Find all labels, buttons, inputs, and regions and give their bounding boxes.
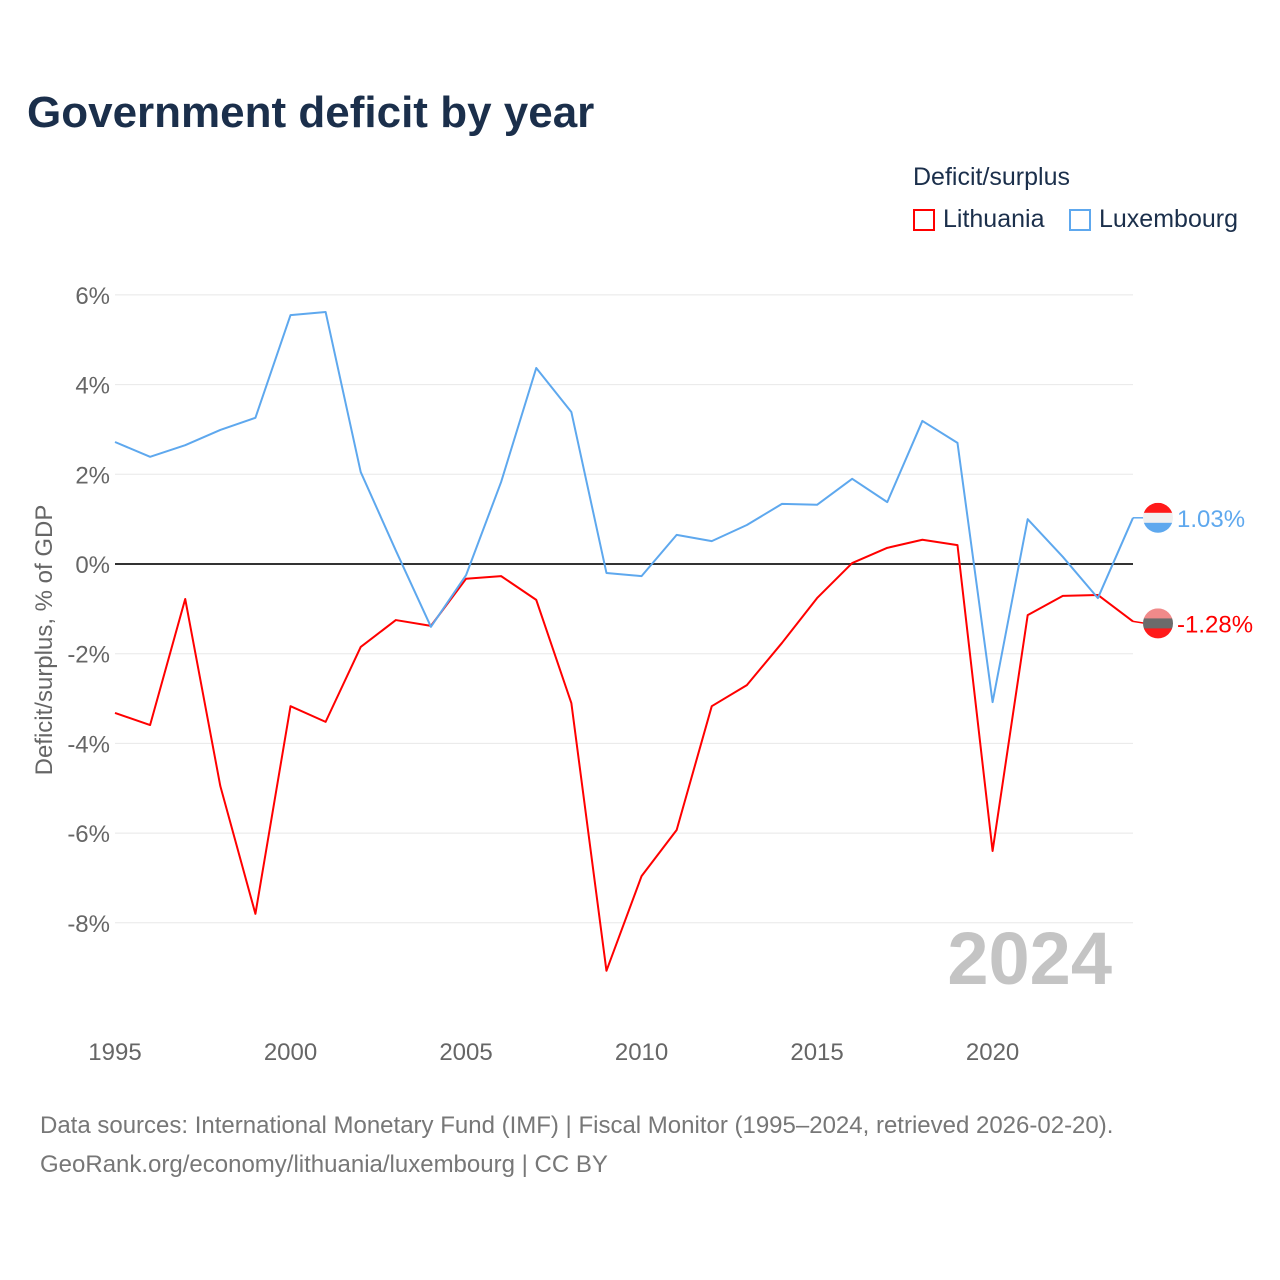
y-tick-label: -2% <box>67 642 110 669</box>
x-tick-label: 2010 <box>615 1039 668 1066</box>
legend-swatch-luxembourg <box>1069 208 1091 231</box>
legend-item-luxembourg[interactable]: Luxembourg <box>1069 205 1238 234</box>
source-line-1: Data sources: International Monetary Fun… <box>40 1112 1114 1139</box>
y-tick-label: 0% <box>75 552 110 579</box>
y-tick-label: 2% <box>75 462 110 489</box>
legend-label: Luxembourg <box>1099 205 1238 233</box>
legend-swatch-lithuania <box>913 208 935 231</box>
x-tick-label: 2000 <box>264 1039 317 1066</box>
flag-stripe <box>1143 522 1173 533</box>
year-watermark: 2024 <box>947 917 1112 1000</box>
y-tick-label: -8% <box>67 911 110 938</box>
end-value-label: -1.28% <box>1177 611 1253 638</box>
x-tick-label: 2005 <box>439 1039 492 1066</box>
series-line-luxembourg <box>114 310 1134 704</box>
flag-icon-lithuania <box>1143 608 1173 639</box>
x-tick-label: 2020 <box>966 1039 1019 1066</box>
y-axis-label: Deficit/surplus, % of GDP <box>31 505 58 776</box>
chart-title: Government deficit by year <box>27 88 595 137</box>
legend-label: Lithuania <box>943 205 1045 233</box>
flag-stripe <box>1143 628 1173 639</box>
source-line-2[interactable]: GeoRank.org/economy/lithuania/luxembourg… <box>40 1151 608 1178</box>
flag-stripe <box>1143 608 1173 619</box>
y-tick-label: 6% <box>75 283 110 310</box>
y-tick-label: -6% <box>67 821 110 848</box>
x-tick-label: 1995 <box>88 1039 141 1066</box>
y-tick-label: 4% <box>75 373 110 400</box>
end-value-label: 1.03% <box>1177 506 1245 533</box>
flag-stripe <box>1143 512 1173 524</box>
legend-item-lithuania[interactable]: Lithuania <box>913 205 1044 234</box>
source-note: Data sources: International Monetary Fun… <box>40 1106 1113 1184</box>
flag-icon-luxembourg <box>1143 502 1173 533</box>
y-tick-label: -4% <box>67 731 110 758</box>
legend-title: Deficit/surplus <box>913 163 1070 191</box>
x-tick-label: 2015 <box>790 1039 843 1066</box>
series-line-lithuania <box>114 538 1134 972</box>
flag-stripe <box>1143 618 1173 629</box>
flag-stripe <box>1143 502 1173 514</box>
